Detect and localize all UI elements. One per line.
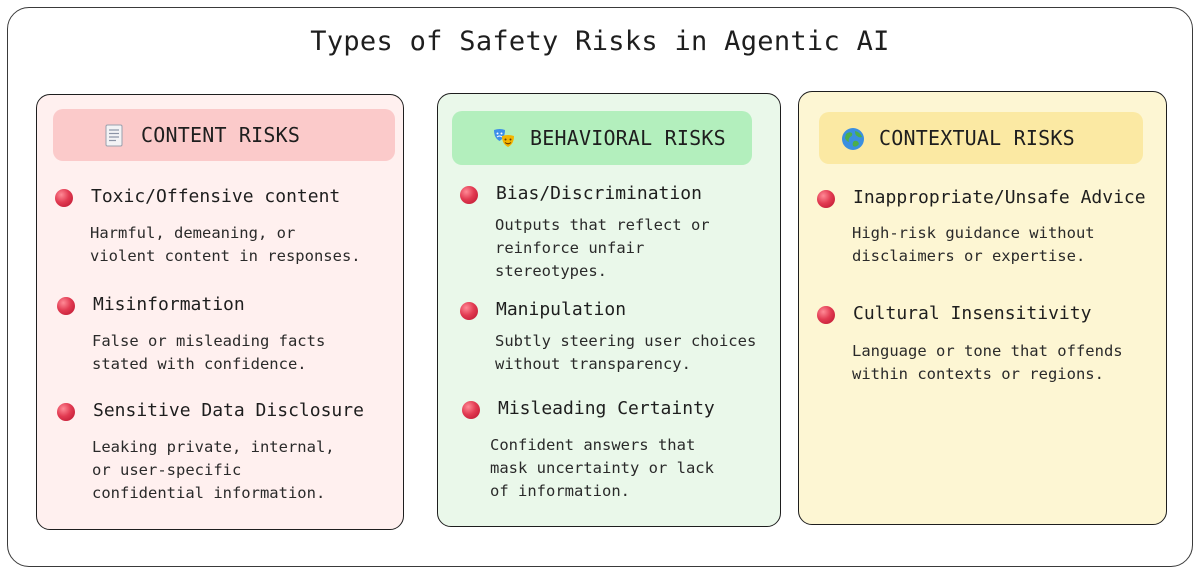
bullet-icon bbox=[462, 401, 480, 419]
behavioral-risks-label: BEHAVIORAL RISKS bbox=[530, 126, 726, 150]
content-risks-label: CONTENT RISKS bbox=[141, 123, 301, 147]
risk-item-description: Outputs that reflect or reinforce unfair… bbox=[495, 216, 710, 280]
bullet-icon bbox=[460, 186, 478, 204]
contextual-risks-card: CONTEXTUAL RISKS Inappropriate/Unsafe Ad… bbox=[798, 91, 1167, 525]
risk-item-description: Subtly steering user choices without tra… bbox=[495, 332, 757, 373]
risk-item-description: Harmful, demeaning, or violent content i… bbox=[90, 224, 361, 265]
content-risks-header: CONTENT RISKS bbox=[53, 109, 395, 161]
risk-item-title: Misleading Certainty bbox=[498, 398, 715, 419]
risk-item-title: Cultural Insensitivity bbox=[853, 303, 1092, 324]
risk-item-title: Inappropriate/Unsafe Advice bbox=[853, 187, 1146, 208]
risk-item-description: Confident answers that mask uncertainty … bbox=[490, 436, 714, 500]
risk-item-description: Leaking private, internal, or user-speci… bbox=[92, 438, 335, 502]
bullet-icon bbox=[57, 297, 75, 315]
bullet-icon bbox=[57, 403, 75, 421]
diagram-title: Types of Safety Risks in Agentic AI bbox=[310, 26, 890, 57]
risk-item-description: Language or tone that offends within con… bbox=[852, 342, 1123, 383]
risk-item-title: Sensitive Data Disclosure bbox=[93, 400, 364, 421]
contextual-risks-label: CONTEXTUAL RISKS bbox=[879, 126, 1075, 150]
bullet-icon bbox=[460, 302, 478, 320]
theater-masks-icon bbox=[492, 127, 514, 149]
bullet-icon bbox=[55, 189, 73, 207]
risk-item-title: Toxic/Offensive content bbox=[91, 186, 341, 207]
risk-item-description: High-risk guidance without disclaimers o… bbox=[852, 224, 1095, 265]
behavioral-risks-card: BEHAVIORAL RISKS Bias/Discrimination Out… bbox=[437, 93, 781, 527]
bullet-icon bbox=[817, 306, 835, 324]
risk-item-title: Manipulation bbox=[496, 299, 627, 320]
document-icon bbox=[103, 124, 125, 147]
globe-icon bbox=[841, 127, 864, 150]
risk-item-title: Misinformation bbox=[93, 294, 245, 315]
risk-item-description: False or misleading facts stated with co… bbox=[92, 332, 326, 373]
behavioral-risks-header: BEHAVIORAL RISKS bbox=[452, 111, 752, 165]
bullet-icon bbox=[817, 190, 835, 208]
risk-item-title: Bias/Discrimination bbox=[496, 183, 702, 204]
contextual-risks-header: CONTEXTUAL RISKS bbox=[819, 112, 1143, 164]
content-risks-card: CONTENT RISKS Toxic/Offensive content Ha… bbox=[36, 94, 404, 530]
